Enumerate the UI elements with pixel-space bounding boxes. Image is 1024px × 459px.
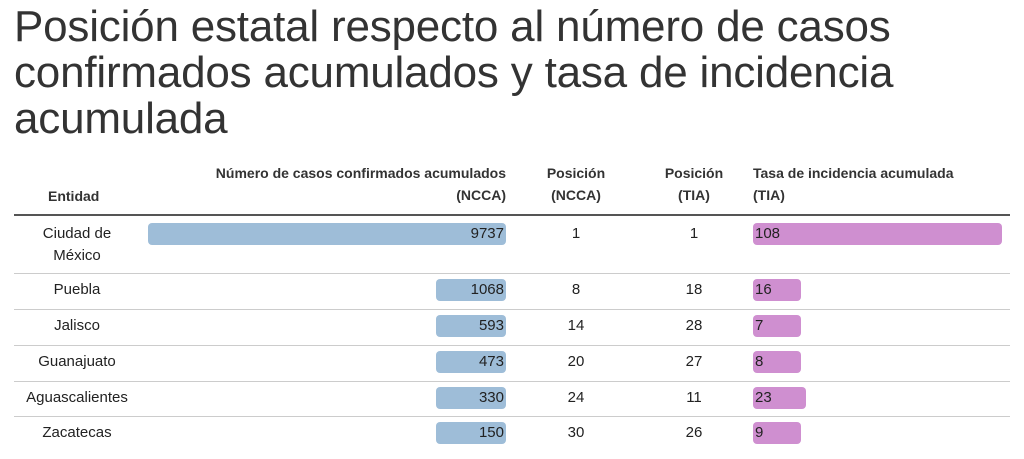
- header-pos-ncca-line1: Posición: [546, 165, 606, 181]
- header-ncca-line2: (NCCA): [456, 187, 506, 203]
- entidad-name-line: Zacatecas: [42, 424, 112, 441]
- ncca-value: 9737: [470, 225, 504, 242]
- header-tia: Tasa de incidencia acumulada (TIA): [753, 162, 1013, 206]
- pos-ncca-value: 1: [571, 225, 581, 242]
- tia-value: 8: [755, 353, 764, 370]
- ncca-bar: [436, 315, 506, 337]
- entidad-name-line: Ciudad de: [42, 225, 112, 242]
- ncca-bar: [436, 422, 506, 444]
- entidad-name: Zacatecas: [14, 422, 140, 444]
- pos-ncca-value: 24: [567, 389, 585, 406]
- header-rule: [14, 214, 1010, 216]
- entidad-name-line: Puebla: [53, 281, 101, 298]
- entidad-name: Puebla: [14, 279, 140, 301]
- pos-tia-value: 27: [685, 353, 703, 370]
- entidad-name-line: Jalisco: [54, 317, 100, 334]
- header-pos-tia-line1: Posición: [664, 165, 724, 181]
- header-pos-ncca-line2: (NCCA): [551, 187, 601, 203]
- entidad-name: Guanajuato: [14, 351, 140, 373]
- ncca-value: 593: [478, 317, 504, 334]
- tia-value: 16: [755, 281, 772, 298]
- header-pos-ncca: Posición (NCCA): [530, 162, 622, 206]
- entidad-name-line: Guanajuato: [38, 353, 116, 370]
- pos-ncca-value: 20: [567, 353, 585, 370]
- pos-ncca-value: 8: [571, 281, 581, 298]
- tia-bar: [753, 422, 801, 444]
- tia-value: 9: [755, 424, 764, 441]
- row-rule: [14, 273, 1010, 274]
- row-rule: [14, 345, 1010, 346]
- pos-tia-value: 26: [685, 424, 703, 441]
- row-rule: [14, 381, 1010, 382]
- entidad-name: Ciudad de México: [14, 223, 140, 267]
- ncca-bar: [436, 279, 506, 301]
- ncca-value: 1068: [470, 281, 504, 298]
- tia-bar: [753, 223, 1002, 245]
- header-pos-tia: Posición (TIA): [648, 162, 740, 206]
- tia-bar: [753, 351, 801, 373]
- tia-value: 108: [755, 225, 781, 242]
- tia-bar: [753, 279, 801, 301]
- ncca-bar: [436, 351, 506, 373]
- header-tia-line2: (TIA): [753, 187, 785, 203]
- header-pos-tia-line2: (TIA): [678, 187, 710, 203]
- pos-tia-value: 18: [685, 281, 703, 298]
- entidad-name-line: México: [53, 247, 101, 264]
- header-tia-line1: Tasa de incidencia acumulada: [753, 165, 954, 181]
- entidad-name-line: Aguascalientes: [26, 389, 128, 406]
- pos-tia-value: 28: [685, 317, 703, 334]
- row-rule: [14, 416, 1010, 417]
- ncca-value: 150: [478, 424, 504, 441]
- ncca-bar: [436, 387, 506, 409]
- ncca-value: 330: [478, 389, 504, 406]
- header-ncca-line1: Número de casos confirmados acumulados: [215, 165, 506, 181]
- row-rule: [14, 309, 1010, 310]
- header-ncca: Número de casos confirmados acumulados (…: [140, 162, 506, 206]
- ncca-value: 473: [478, 353, 504, 370]
- tia-value: 23: [755, 389, 772, 406]
- pos-ncca-value: 30: [567, 424, 585, 441]
- ncca-bar: [148, 223, 506, 245]
- tia-bar: [753, 315, 801, 337]
- tia-value: 7: [755, 317, 764, 334]
- chart-title: Posición estatal respecto al número de c…: [14, 2, 894, 143]
- pos-tia-value: 1: [689, 225, 699, 242]
- entidad-name: Aguascalientes: [14, 387, 140, 409]
- tia-bar: [753, 387, 807, 409]
- pos-tia-value: 11: [686, 389, 702, 406]
- entidad-name: Jalisco: [14, 315, 140, 337]
- pos-ncca-value: 14: [567, 317, 585, 334]
- header-entidad: Entidad: [48, 188, 100, 204]
